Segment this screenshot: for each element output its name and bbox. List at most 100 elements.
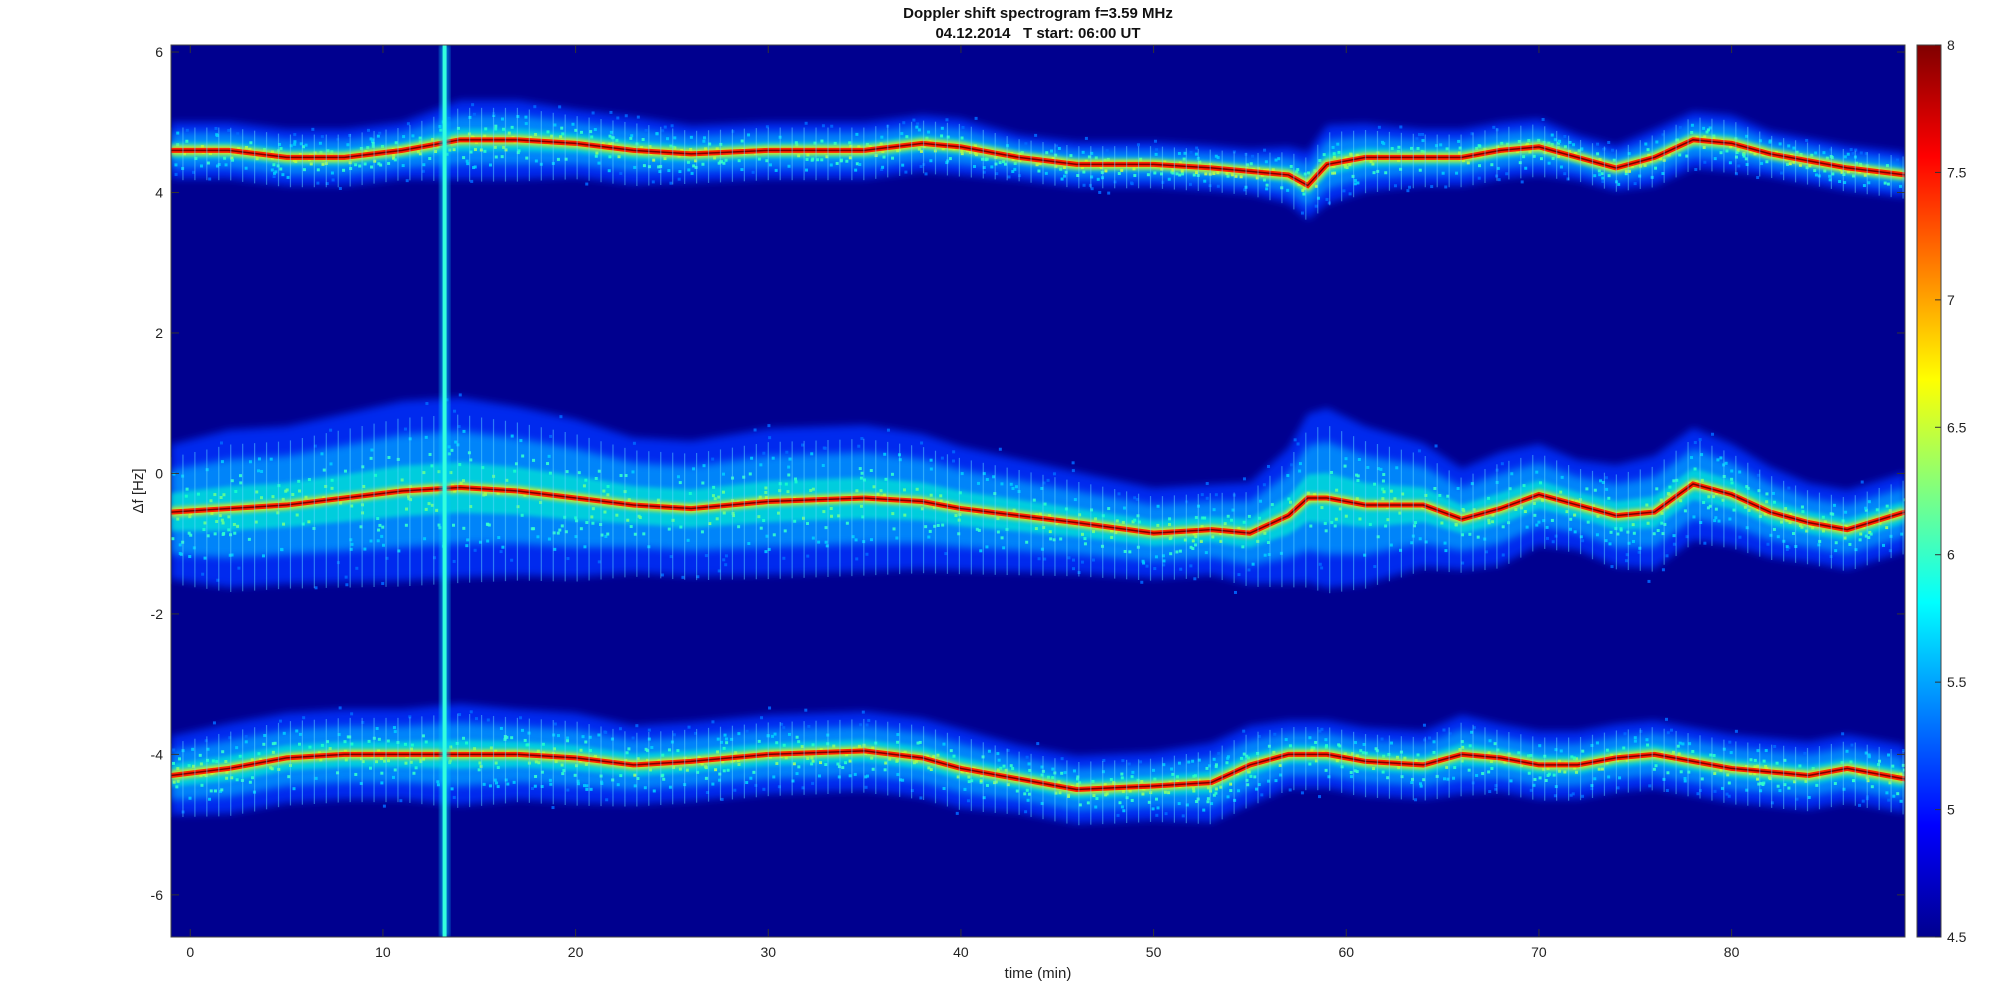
trace-speckle: [702, 136, 706, 140]
trace-speckle: [1413, 524, 1417, 528]
trace-speckle: [1434, 144, 1438, 148]
trace-speckle: [1720, 786, 1724, 790]
trace-speckle: [260, 469, 264, 473]
trace-speckle: [453, 409, 457, 413]
trace-speckle: [376, 539, 380, 543]
trace-speckle: [361, 721, 365, 725]
trace-speckle: [916, 122, 920, 126]
trace-speckle: [540, 770, 544, 774]
trace-speckle: [359, 525, 363, 529]
trace-speckle: [1744, 157, 1748, 161]
trace-speckle: [594, 477, 598, 481]
trace-speckle: [973, 164, 977, 168]
trace-core: [171, 483, 1905, 534]
trace-speckle: [1351, 174, 1355, 178]
colorbar-ticks: 4.555.566.577.58: [1935, 37, 1967, 945]
trace-speckle: [564, 530, 568, 534]
trace-speckle: [368, 766, 372, 770]
trace-speckle: [293, 133, 297, 137]
trace-speckle: [1034, 133, 1038, 137]
trace-speckle: [1007, 175, 1011, 179]
trace-speckle: [610, 737, 614, 741]
trace-speckle: [1617, 182, 1621, 186]
trace-speckle: [521, 454, 525, 458]
trace-speckle: [647, 165, 651, 169]
trace-speckle: [1817, 174, 1821, 178]
trace-speckle: [244, 166, 248, 170]
trace-speckle: [189, 533, 193, 537]
trace-speckle: [1538, 776, 1542, 780]
trace-speckle: [955, 811, 959, 815]
trace-speckle: [1553, 138, 1557, 142]
trace-speckle: [636, 776, 640, 780]
trace-speckle: [1136, 143, 1140, 147]
trace-speckle: [624, 474, 628, 478]
trace-speckle: [1572, 143, 1576, 147]
trace-speckle: [1040, 547, 1044, 551]
trace-speckle: [1067, 556, 1071, 560]
trace-speckle: [1813, 168, 1817, 172]
trace-speckle: [1348, 192, 1352, 196]
trace-speckle: [546, 462, 550, 466]
trace-speckle: [766, 734, 770, 738]
trace-speckle: [1858, 803, 1862, 807]
trace-speckle: [1601, 176, 1605, 180]
trace-speckle: [1418, 537, 1422, 541]
trace-speckle: [670, 740, 674, 744]
trace-speckle: [1324, 768, 1328, 772]
trace-speckle: [261, 554, 265, 558]
trace-speckle: [859, 723, 863, 727]
trace-speckle: [855, 162, 859, 166]
trace-speckle: [1738, 535, 1742, 539]
trace-speckle: [402, 135, 406, 139]
trace-speckle: [737, 525, 741, 529]
trace-speckle: [1666, 731, 1670, 735]
trace-speckle: [1900, 532, 1904, 536]
trace-speckle: [1757, 782, 1761, 786]
trace-speckle: [1417, 449, 1421, 453]
trace-speckle: [1226, 755, 1230, 759]
trace-speckle: [348, 133, 352, 137]
trace-speckle: [1419, 784, 1423, 788]
trace-speckle: [1805, 166, 1809, 170]
trace-speckle: [1324, 529, 1328, 533]
trace-speckle: [501, 545, 505, 549]
trace-speckle: [1194, 543, 1198, 547]
trace-speckle: [1107, 191, 1111, 195]
trace-speckle: [1706, 128, 1710, 132]
trace-speckle: [1214, 763, 1218, 767]
trace-speckle: [748, 472, 752, 476]
trace-speckle: [1128, 550, 1132, 554]
trace-speckle: [1593, 488, 1597, 492]
trace-speckle: [633, 532, 637, 536]
trace-speckle: [1608, 542, 1612, 546]
trace-speckle: [1226, 514, 1230, 518]
trace-speckle: [1713, 519, 1717, 523]
trace-speckle: [510, 125, 514, 129]
trace-speckle: [1205, 496, 1209, 500]
trace-speckle: [192, 170, 196, 174]
trace-speckle: [1118, 801, 1122, 805]
trace-speckle: [1011, 487, 1015, 491]
trace-speckle: [774, 168, 778, 172]
trace-speckle: [1661, 532, 1665, 536]
trace-speckle: [1877, 763, 1881, 767]
doppler-trace-3: [171, 703, 1905, 824]
trace-speckle: [185, 139, 189, 143]
trace-speckle: [880, 167, 884, 171]
trace-speckle: [1678, 153, 1682, 157]
trace-speckle: [1552, 773, 1556, 777]
trace-speckle: [1829, 155, 1833, 159]
trace-speckle: [1284, 738, 1288, 742]
trace-speckle: [1323, 521, 1327, 525]
trace-speckle: [181, 166, 185, 170]
trace-speckle: [1717, 519, 1721, 523]
trace-speckle: [1355, 473, 1359, 477]
trace-speckle: [462, 526, 466, 530]
trace-speckle: [1439, 143, 1443, 147]
trace-speckle: [1188, 182, 1192, 186]
trace-speckle: [1117, 171, 1121, 175]
trace-speckle: [1002, 764, 1006, 768]
trace-speckle: [488, 784, 492, 788]
